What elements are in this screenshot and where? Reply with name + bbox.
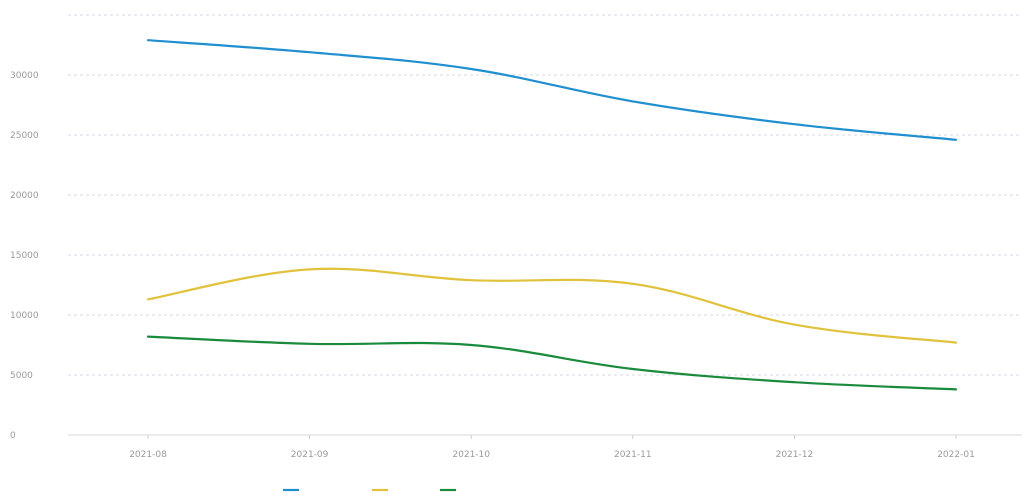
series-lines [146,39,958,391]
x-tick-label: 2021-11 [614,450,652,460]
y-tick-label: 25000 [10,131,39,141]
x-tick-label: 2022-01 [937,450,975,460]
y-tick-label: 10000 [10,311,39,321]
y-tick-label: 30000 [10,71,39,81]
x-tick-label: 2021-10 [452,450,490,460]
series-line-3 [146,335,958,391]
x-tick-label: 2021-09 [291,450,329,460]
series-line-2 [146,267,958,344]
x-tick-label: 2021-12 [776,450,814,460]
grid [68,14,1022,436]
y-tick-label: 20000 [10,191,39,201]
x-axis: 2021-08 2021-09 2021-10 2021-11 2021-12 2022-… [129,435,975,460]
y-tick-label: 5000 [10,371,33,381]
y-axis-ticks: 0 5000 10000 15000 20000 25000 30000 [10,71,39,441]
y-tick-label: 0 [10,431,16,441]
x-tick-label: 2021-08 [129,450,167,460]
series-line-1 [146,39,958,141]
y-tick-label: 15000 [10,251,39,261]
